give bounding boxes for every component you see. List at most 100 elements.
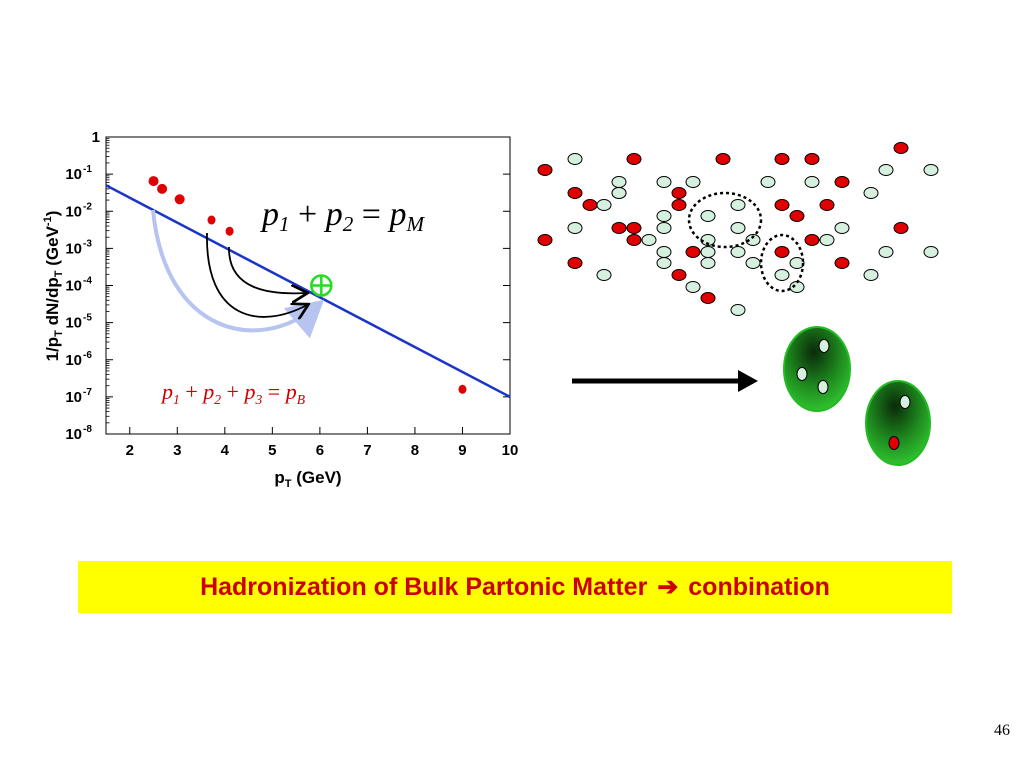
red-quark xyxy=(819,199,835,211)
data-point xyxy=(148,176,159,187)
red-quark xyxy=(834,176,850,188)
red-quark xyxy=(834,257,850,269)
red-quark xyxy=(804,153,820,165)
light-quark xyxy=(774,269,790,281)
red-quark xyxy=(671,269,687,281)
light-quark xyxy=(596,199,612,211)
x-tick-label: 9 xyxy=(458,442,466,459)
meson-arrow-outer xyxy=(206,232,307,317)
x-tick-label: 4 xyxy=(221,442,230,459)
light-quark xyxy=(656,246,672,258)
light-quark xyxy=(878,246,894,258)
light-quark xyxy=(789,281,805,293)
light-quark xyxy=(804,176,820,188)
combined-hadron-marker xyxy=(310,274,333,297)
light-quark xyxy=(656,176,672,188)
meson-hadron xyxy=(865,380,931,466)
red-quark xyxy=(893,222,909,234)
red-quark xyxy=(626,234,642,246)
light-quark xyxy=(700,257,716,269)
light-quark xyxy=(656,257,672,269)
x-tick-label: 2 xyxy=(126,442,134,459)
red-quark xyxy=(685,246,701,258)
red-quark xyxy=(537,234,553,246)
light-quark xyxy=(656,222,672,234)
x-axis-ticks: 2 3 4 5 6 7 8 9 10 xyxy=(126,427,519,459)
y-tick-label: 1 xyxy=(92,129,100,146)
y-tick-label: 10-8 xyxy=(65,424,92,443)
x-tick-label: 8 xyxy=(411,442,419,459)
light-quark xyxy=(596,269,612,281)
y-tick-label: 10-5 xyxy=(65,313,92,332)
red-quark xyxy=(567,257,583,269)
data-point xyxy=(174,194,185,205)
x-tick-label: 6 xyxy=(316,442,324,459)
red-quark xyxy=(671,199,687,211)
red-quark xyxy=(567,187,583,199)
light-quark xyxy=(745,257,761,269)
y-axis-label: 1/pT dN/dpT (GeV-1) xyxy=(42,211,65,362)
light-quark xyxy=(819,234,835,246)
red-quark xyxy=(700,292,716,304)
red-quark xyxy=(671,187,687,199)
meson-grouping-circle xyxy=(687,191,763,249)
y-tick-label: 10-6 xyxy=(65,350,92,369)
conclusion-banner: Hadronization of Bulk Partonic Matter ➔ … xyxy=(78,561,952,613)
light-quark xyxy=(730,246,746,258)
data-points xyxy=(148,176,467,394)
light-quark xyxy=(685,281,701,293)
light-quark xyxy=(567,222,583,234)
x-tick-label: 3 xyxy=(173,442,181,459)
y-tick-label: 10-4 xyxy=(65,276,92,295)
baryon-equation: p1 + p2 + p3 = pB xyxy=(160,379,306,407)
x-tick-label: 7 xyxy=(363,442,371,459)
light-quark xyxy=(923,164,939,176)
red-quark xyxy=(537,164,553,176)
red-quark xyxy=(774,246,790,258)
banner-text-start: Hadronization of Bulk Partonic Matter xyxy=(200,572,648,601)
y-tick-label: 10-3 xyxy=(65,238,92,257)
data-point xyxy=(458,384,467,394)
light-quark xyxy=(730,222,746,234)
red-quark xyxy=(626,153,642,165)
light-quark xyxy=(863,187,879,199)
data-point xyxy=(225,226,234,236)
light-quark xyxy=(656,210,672,222)
light-quark xyxy=(923,246,939,258)
red-quark xyxy=(626,222,642,234)
y-tick-label: 10-1 xyxy=(65,164,92,183)
red-quark xyxy=(893,142,909,154)
y-tick-label: 10-2 xyxy=(65,201,92,220)
red-quark xyxy=(582,199,598,211)
red-quark xyxy=(774,199,790,211)
light-quark xyxy=(700,210,716,222)
baryon-hadron xyxy=(783,326,851,412)
light-quark xyxy=(878,164,894,176)
light-quark xyxy=(700,246,716,258)
light-quark xyxy=(611,176,627,188)
data-point xyxy=(207,215,216,225)
hadronization-arrow-icon xyxy=(572,370,758,392)
light-quark xyxy=(611,187,627,199)
page-number: 46 xyxy=(994,722,1010,739)
y-tick-label: 10-7 xyxy=(65,387,92,406)
light-quark xyxy=(745,234,761,246)
red-quark xyxy=(789,210,805,222)
light-quark xyxy=(863,269,879,281)
x-tick-label: 5 xyxy=(268,442,276,459)
banner-text-end: conbination xyxy=(688,572,830,601)
x-axis-label: pT (GeV) xyxy=(274,468,341,490)
light-quark xyxy=(730,199,746,211)
x-tick-label: 10 xyxy=(502,442,519,459)
quark-soup-illustration xyxy=(537,142,939,316)
red-quark xyxy=(715,153,731,165)
red-quark xyxy=(804,234,820,246)
red-quark xyxy=(611,222,627,234)
meson-arrow-inner xyxy=(228,246,306,293)
light-quark xyxy=(730,304,746,316)
light-quark xyxy=(567,153,583,165)
baryon-recombination-arrow xyxy=(151,209,325,339)
red-quark xyxy=(774,153,790,165)
light-quark xyxy=(834,222,850,234)
